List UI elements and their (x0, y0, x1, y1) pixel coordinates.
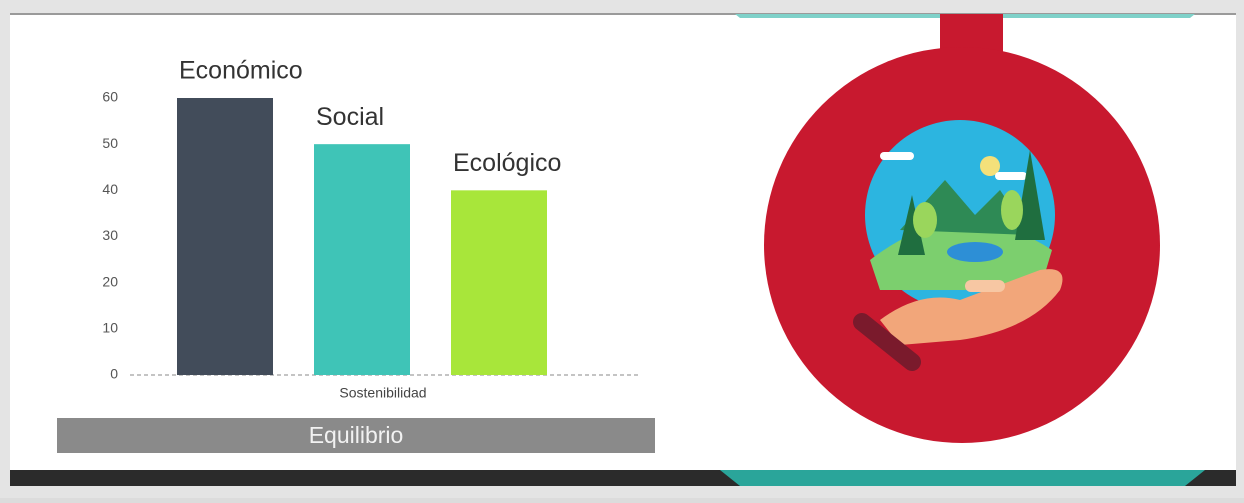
lake (947, 242, 1003, 262)
series-label: Social (316, 103, 384, 131)
tree (913, 202, 937, 238)
cloud (995, 172, 1027, 180)
y-tick-label: 30 (102, 227, 118, 243)
x-category-label: Sostenibilidad (339, 385, 426, 401)
y-tick-label: 0 (110, 366, 118, 382)
y-tick-label: 20 (102, 273, 118, 289)
slide: Sostenibilidad Equilibrio 0 10 20 30 40 50 60 E… (0, 0, 1244, 498)
series-label: Ecológico (453, 149, 561, 177)
y-tick-label: 60 (102, 89, 118, 105)
series-label: Económico (179, 57, 303, 85)
tree (1001, 190, 1023, 230)
page: Sostenibilidad Equilibrio 0 10 20 30 40 50 60 E… (0, 0, 1244, 498)
banner-text: Equilibrio (309, 422, 404, 448)
y-tick-label: 10 (102, 320, 118, 336)
bar (451, 190, 547, 375)
y-tick-label: 40 (102, 181, 118, 197)
bottom-accent (720, 470, 1205, 486)
thumb (965, 280, 1005, 292)
bar (177, 98, 273, 375)
bar (314, 144, 410, 375)
y-tick-label: 50 (102, 135, 118, 151)
cloud (880, 152, 914, 160)
